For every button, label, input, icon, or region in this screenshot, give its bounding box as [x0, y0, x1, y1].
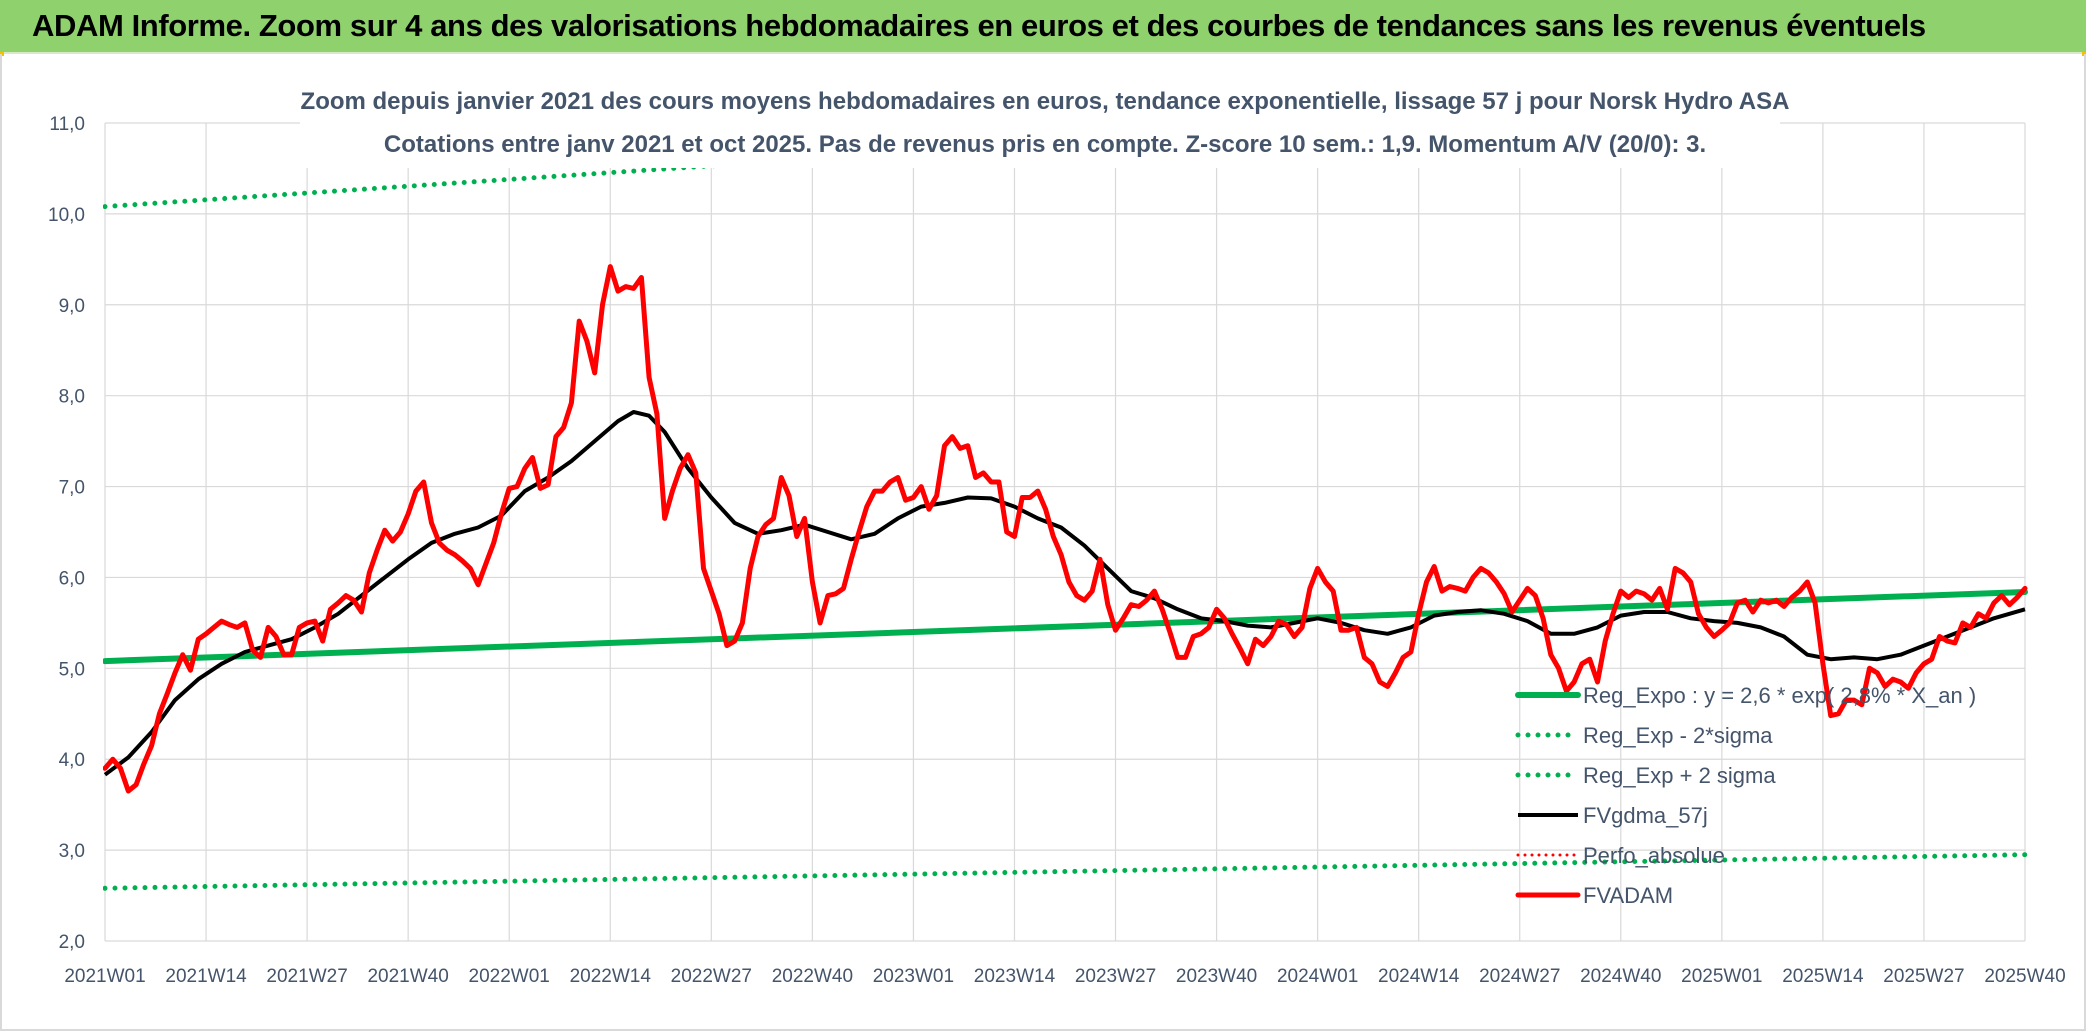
y-tick-label: 4,0 [59, 750, 85, 771]
x-tick-label: 2024W14 [1378, 966, 1460, 987]
x-tick-label: 2024W40 [1580, 966, 1661, 987]
x-tick-label: 2025W27 [1883, 966, 1964, 987]
chart-title: Zoom depuis janvier 2021 des cours moyen… [301, 88, 1790, 115]
legend-label: Reg_Expo : y = 2,6 * exp( 2,8% * X_an ) [1583, 683, 1976, 708]
x-tick-label: 2021W40 [367, 966, 448, 987]
y-tick-label: 10,0 [48, 205, 85, 226]
legend-label: Reg_Exp + 2 sigma [1583, 763, 1776, 788]
x-tick-label: 2022W27 [671, 966, 752, 987]
y-tick-label: 5,0 [59, 659, 85, 680]
x-tick-label: 2024W27 [1479, 966, 1560, 987]
legend-label: Perfo_absolue [1583, 843, 1725, 868]
x-tick-label: 2025W14 [1782, 966, 1864, 987]
x-tick-label: 2023W01 [873, 966, 954, 987]
series-line [103, 589, 2028, 665]
banner-corner-left [0, 52, 4, 56]
legend-label: FVADAM [1583, 883, 1673, 908]
series-line [103, 852, 2028, 891]
x-tick-label: 2023W40 [1176, 966, 1257, 987]
y-tick-label: 9,0 [59, 296, 85, 317]
x-tick-label: 2022W14 [570, 966, 652, 987]
chart-legend: Reg_Expo : y = 2,6 * exp( 2,8% * X_an ) R… [1515, 683, 1976, 908]
y-tick-label: 7,0 [59, 478, 85, 499]
report-banner: ADAM Informe. Zoom sur 4 ans des valoris… [0, 0, 2086, 54]
legend-label: Reg_Exp - 2*sigma [1583, 723, 1773, 748]
y-tick-label: 11,0 [49, 114, 85, 135]
series-lines [103, 121, 2028, 891]
x-tick-label: 2023W27 [1075, 966, 1156, 987]
x-tick-label: 2023W14 [974, 966, 1056, 987]
series-line [103, 264, 2028, 794]
y-tick-label: 2,0 [59, 932, 85, 953]
x-tick-label: 2021W27 [266, 966, 347, 987]
x-tick-label: 2022W01 [469, 966, 550, 987]
x-tick-label: 2021W01 [64, 966, 145, 987]
chart-frame [0, 54, 2086, 1031]
y-tick-label: 3,0 [59, 841, 85, 862]
legend-label: FVgdma_57j [1583, 803, 1708, 828]
x-tick-label: 2025W40 [1984, 966, 2065, 987]
report-title: ADAM Informe. Zoom sur 4 ans des valoris… [32, 8, 1926, 43]
y-axis-ticks: 2,0 3,0 4,0 5,0 6,0 7,0 8,0 9,0 10,0 11,0 [48, 114, 85, 953]
chart-subtitle: Cotations entre janv 2021 et oct 2025. P… [384, 131, 1706, 158]
x-tick-label: 2022W40 [772, 966, 853, 987]
x-axis-ticks: 2021W01 2021W14 2021W27 2021W40 2022W01 2022W… [64, 966, 2065, 987]
chart-title-background [300, 76, 1780, 168]
x-tick-label: 2021W14 [165, 966, 247, 987]
series-line [103, 410, 2026, 777]
x-tick-label: 2025W01 [1681, 966, 1762, 987]
y-tick-label: 6,0 [59, 568, 85, 589]
y-tick-label: 8,0 [59, 387, 85, 408]
x-tick-label: 2024W01 [1277, 966, 1358, 987]
